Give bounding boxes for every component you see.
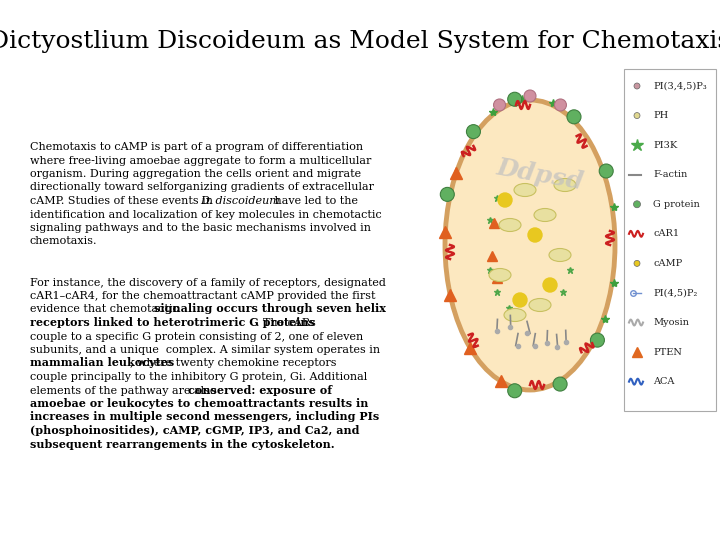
Text: F-actin: F-actin	[653, 170, 688, 179]
Circle shape	[513, 293, 527, 307]
Text: Myosin: Myosin	[653, 318, 689, 327]
Circle shape	[634, 83, 640, 89]
Circle shape	[634, 260, 640, 266]
Text: have led to the: have led to the	[271, 196, 359, 206]
Ellipse shape	[499, 219, 521, 232]
Text: directionally toward selforganizing gradients of extracellular: directionally toward selforganizing grad…	[30, 183, 374, 192]
Text: signaling pathways and to the basic mechanisms involved in: signaling pathways and to the basic mech…	[30, 223, 371, 233]
Circle shape	[494, 99, 505, 111]
Text: couple principally to the inhibitory G protein, Gi. Additional: couple principally to the inhibitory G p…	[30, 372, 367, 382]
Text: For instance, the discovery of a family of receptors, designated: For instance, the discovery of a family …	[30, 278, 386, 287]
Text: G protein: G protein	[653, 200, 700, 209]
Text: subunits, and a unique  complex. A similar system operates in: subunits, and a unique complex. A simila…	[30, 345, 380, 355]
Text: PTEN: PTEN	[653, 348, 682, 356]
Ellipse shape	[445, 100, 615, 390]
Text: amoebae or leukocytes to chemoattractants results in: amoebae or leukocytes to chemoattractant…	[30, 398, 369, 409]
Circle shape	[567, 110, 581, 124]
Ellipse shape	[549, 248, 571, 261]
Ellipse shape	[529, 299, 551, 312]
Text: couple to a specific G protein consisting of 2, one of eleven: couple to a specific G protein consistin…	[30, 332, 364, 341]
Text: PH: PH	[653, 111, 668, 120]
Circle shape	[634, 201, 641, 208]
Circle shape	[528, 228, 542, 242]
Text: , where twenty chemokine receptors: , where twenty chemokine receptors	[130, 359, 337, 368]
Text: Chemotaxis to cAMP is part of a program of differentiation: Chemotaxis to cAMP is part of a program …	[30, 142, 363, 152]
Circle shape	[554, 99, 567, 111]
Text: cAMP. Studies of these events in: cAMP. Studies of these events in	[30, 196, 217, 206]
Circle shape	[524, 90, 536, 102]
Ellipse shape	[554, 179, 576, 192]
Text: conserved: exposure of: conserved: exposure of	[188, 384, 332, 395]
Text: D. discoideum: D. discoideum	[200, 196, 279, 206]
Text: organism. During aggregation the cells orient and migrate: organism. During aggregation the cells o…	[30, 169, 361, 179]
Text: subsequent rearrangements in the cytoskeleton.: subsequent rearrangements in the cytoske…	[30, 438, 335, 449]
Text: (phosphoinositides), cAMP, cGMP, IP3, and Ca2, and: (phosphoinositides), cAMP, cGMP, IP3, an…	[30, 425, 359, 436]
Ellipse shape	[504, 308, 526, 321]
Ellipse shape	[489, 268, 511, 281]
Ellipse shape	[534, 208, 556, 221]
Text: where free-living amoebae aggregate to form a multicellular: where free-living amoebae aggregate to f…	[30, 156, 372, 165]
Text: Dictyostlium Discoideum as Model System for Chemotaxis: Dictyostlium Discoideum as Model System …	[0, 30, 720, 53]
Text: increases in multiple second messengers, including PIs: increases in multiple second messengers,…	[30, 411, 379, 422]
Text: chemotaxis.: chemotaxis.	[30, 237, 97, 246]
Circle shape	[441, 187, 454, 201]
Circle shape	[498, 193, 512, 207]
Circle shape	[634, 112, 640, 119]
Text: . The cARs: . The cARs	[256, 318, 316, 328]
Ellipse shape	[514, 184, 536, 197]
Text: evidence that chemotactic: evidence that chemotactic	[30, 305, 182, 314]
Circle shape	[543, 278, 557, 292]
Text: elements of the pathway are also: elements of the pathway are also	[30, 386, 220, 395]
Text: PI3K: PI3K	[653, 140, 678, 150]
Circle shape	[508, 384, 522, 398]
Text: cAR1–cAR4, for the chemoattractant cAMP provided the first: cAR1–cAR4, for the chemoattractant cAMP …	[30, 291, 376, 301]
Circle shape	[508, 92, 522, 106]
Text: cAR1: cAR1	[653, 230, 679, 238]
Text: Ddpsd: Ddpsd	[495, 156, 585, 194]
Circle shape	[553, 377, 567, 391]
Text: signaling occurs through seven helix: signaling occurs through seven helix	[154, 303, 386, 314]
Circle shape	[590, 333, 604, 347]
Text: ACA: ACA	[653, 377, 675, 386]
Text: PI(4,5)P₂: PI(4,5)P₂	[653, 288, 697, 298]
FancyBboxPatch shape	[624, 69, 716, 411]
Text: cAMP: cAMP	[653, 259, 683, 268]
Text: PI(3,4,5)P₃: PI(3,4,5)P₃	[653, 82, 707, 91]
Circle shape	[467, 125, 480, 139]
Text: mammalian leukocytes: mammalian leukocytes	[30, 357, 174, 368]
Text: receptors linked to heterotrimeric G proteins: receptors linked to heterotrimeric G pro…	[30, 317, 315, 328]
Text: identification and localization of key molecules in chemotactic: identification and localization of key m…	[30, 210, 382, 219]
Circle shape	[599, 164, 613, 178]
